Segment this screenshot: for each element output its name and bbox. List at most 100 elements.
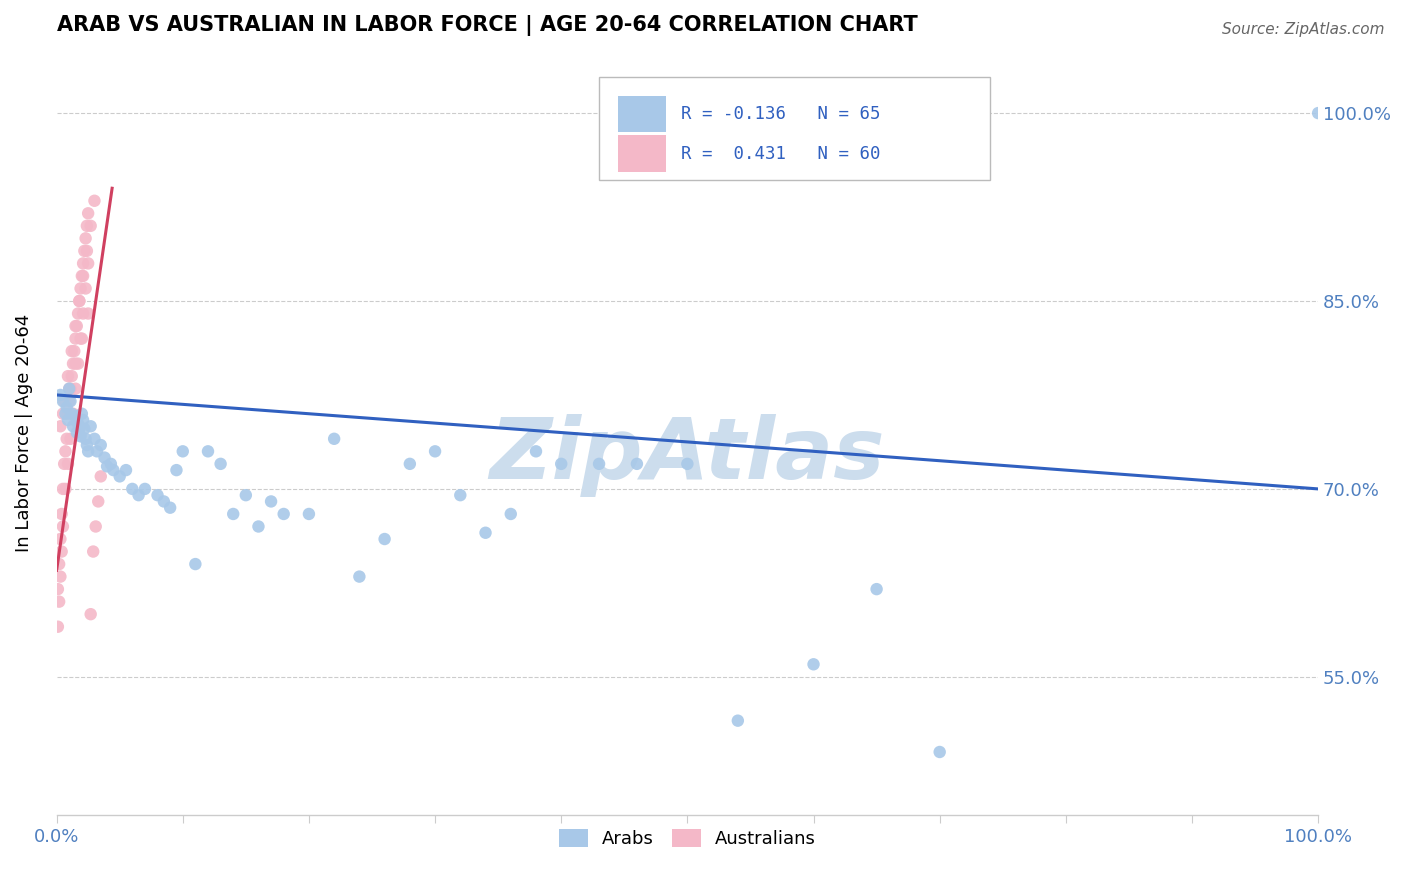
Point <box>96 459 118 474</box>
Point <box>55 407 77 421</box>
Point <box>83 194 105 208</box>
Point <box>550 457 572 471</box>
Text: Source: ZipAtlas.com: Source: ZipAtlas.com <box>1222 22 1385 37</box>
Point <box>67 417 90 431</box>
Point <box>49 419 72 434</box>
Point <box>77 256 100 270</box>
Point <box>153 494 176 508</box>
Point <box>273 507 295 521</box>
Point <box>46 620 69 634</box>
Point <box>100 457 122 471</box>
Point <box>76 244 98 258</box>
Point <box>59 432 82 446</box>
Point <box>49 388 72 402</box>
Point <box>48 557 70 571</box>
Point <box>52 407 75 421</box>
Point <box>222 507 245 521</box>
Point <box>75 231 97 245</box>
Point <box>197 444 219 458</box>
Point <box>77 444 100 458</box>
Point <box>55 401 77 415</box>
Point <box>52 519 75 533</box>
Point <box>62 407 84 421</box>
Point <box>76 219 98 233</box>
Point <box>65 382 87 396</box>
Point <box>70 407 93 421</box>
Point <box>59 394 82 409</box>
Point <box>63 344 86 359</box>
Point <box>56 369 79 384</box>
Point <box>62 419 84 434</box>
Point <box>72 306 94 320</box>
Point <box>374 532 396 546</box>
Text: ARAB VS AUSTRALIAN IN LABOR FORCE | AGE 20-64 CORRELATION CHART: ARAB VS AUSTRALIAN IN LABOR FORCE | AGE … <box>56 15 917 36</box>
Point <box>82 544 104 558</box>
Text: ZipAtlas: ZipAtlas <box>489 414 886 497</box>
Point <box>66 319 89 334</box>
Point <box>676 457 699 471</box>
Point <box>449 488 471 502</box>
Point <box>60 344 83 359</box>
Point <box>51 544 73 558</box>
Point <box>56 413 79 427</box>
Point <box>235 488 257 502</box>
Point <box>79 219 101 233</box>
Point <box>66 425 89 440</box>
Point <box>247 519 270 533</box>
Point <box>166 463 188 477</box>
Point <box>60 407 83 421</box>
Point <box>69 332 91 346</box>
Point <box>53 394 76 409</box>
Point <box>69 281 91 295</box>
Point <box>1308 106 1330 120</box>
Point <box>65 409 87 424</box>
Point <box>76 438 98 452</box>
Point <box>49 569 72 583</box>
Point <box>87 494 110 508</box>
Point <box>474 525 496 540</box>
Point <box>115 463 138 477</box>
Point <box>67 293 90 308</box>
Point <box>62 357 84 371</box>
Point <box>93 450 115 465</box>
Point <box>77 206 100 220</box>
Point <box>83 432 105 446</box>
Point <box>727 714 749 728</box>
Point <box>65 319 87 334</box>
Point <box>77 306 100 320</box>
Point <box>70 332 93 346</box>
Point <box>928 745 950 759</box>
Point <box>52 394 75 409</box>
Point <box>59 382 82 396</box>
Text: R =  0.431   N = 60: R = 0.431 N = 60 <box>681 145 880 162</box>
Point <box>398 457 420 471</box>
Point <box>48 595 70 609</box>
Point <box>67 357 90 371</box>
FancyBboxPatch shape <box>599 78 990 180</box>
Point <box>323 432 346 446</box>
Point <box>49 532 72 546</box>
Point <box>184 557 207 571</box>
Point <box>73 422 96 436</box>
Point <box>159 500 181 515</box>
Point <box>79 607 101 622</box>
Point <box>69 429 91 443</box>
Point <box>121 482 143 496</box>
Point <box>134 482 156 496</box>
Point <box>70 268 93 283</box>
Point <box>146 488 169 502</box>
Point <box>72 256 94 270</box>
Point <box>46 582 69 596</box>
Point <box>75 432 97 446</box>
Point <box>58 382 80 396</box>
Point <box>51 507 73 521</box>
Point <box>65 332 87 346</box>
Point <box>209 457 232 471</box>
Legend: Arabs, Australians: Arabs, Australians <box>551 822 824 855</box>
Point <box>524 444 547 458</box>
Point <box>90 438 112 452</box>
Bar <box>619 136 666 172</box>
Y-axis label: In Labor Force | Age 20-64: In Labor Force | Age 20-64 <box>15 313 32 551</box>
Point <box>108 469 131 483</box>
Point <box>84 519 107 533</box>
